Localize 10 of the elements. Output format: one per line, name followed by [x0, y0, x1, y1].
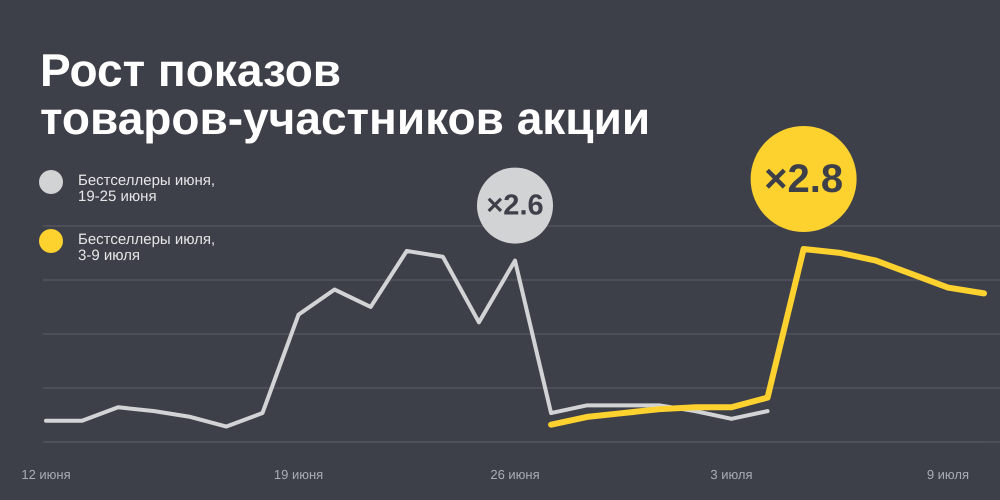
x-tick-label: 26 июня — [490, 467, 540, 482]
x-tick-label: 9 июля — [926, 467, 970, 482]
chart-title: Рост показов товаров-участников акции — [40, 44, 650, 144]
x-tick-label: 3 июля — [710, 467, 753, 482]
legend-label: Бестселлеры июня, 19-25 июня — [78, 172, 216, 205]
x-tick-label: 12 июня — [21, 467, 71, 482]
annotation: ×2.6 — [486, 190, 544, 222]
annotation: ×2.8 — [764, 157, 844, 201]
x-tick-label: 19 июня — [274, 467, 324, 482]
legend-label: Бестселлеры июля, 3-9 июля — [78, 231, 216, 264]
